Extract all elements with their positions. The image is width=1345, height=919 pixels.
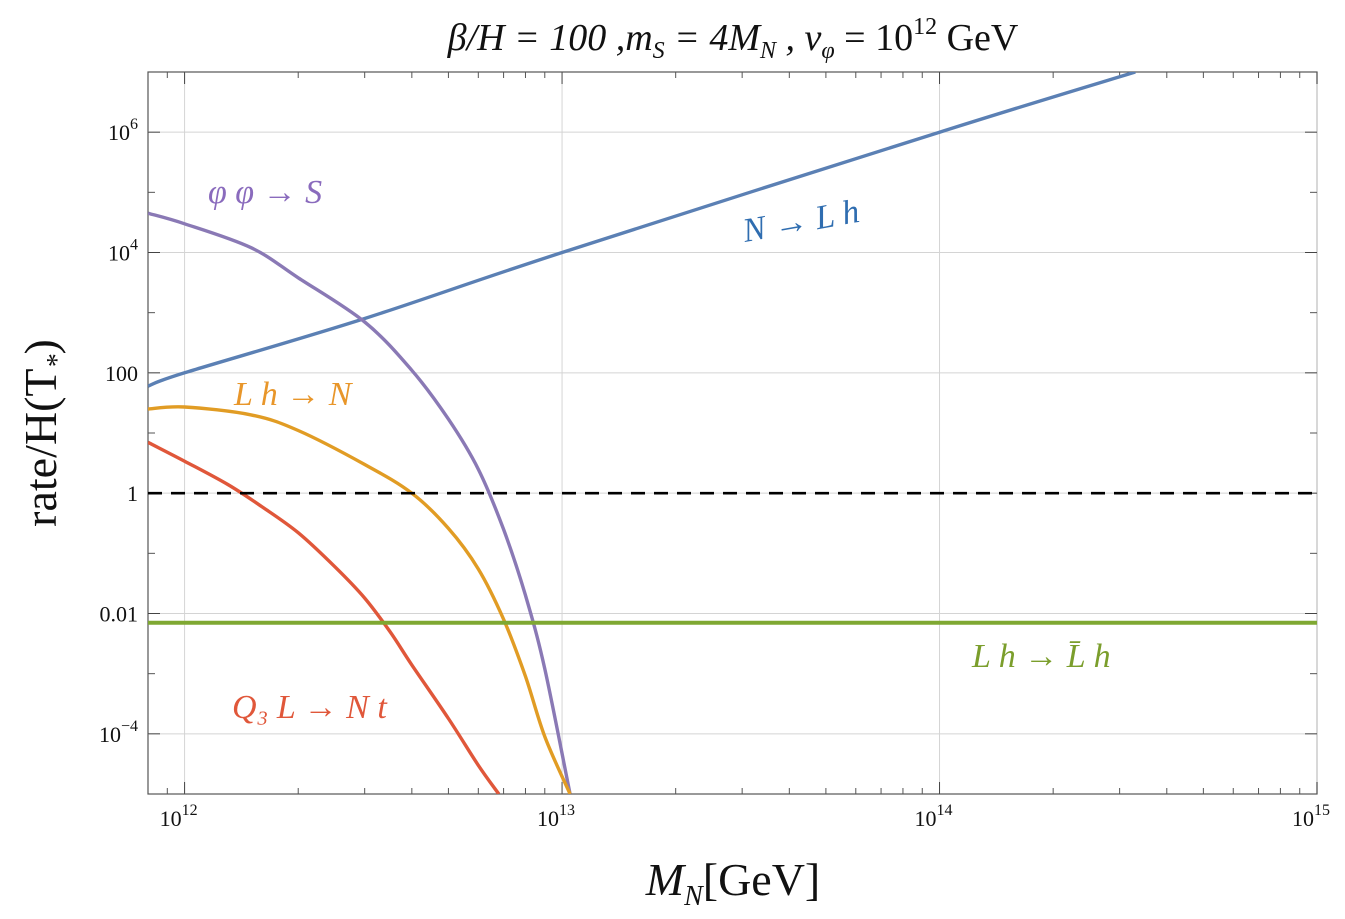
y-tick-label: 0.01 (100, 602, 139, 627)
title-ms-rhs: = 4M (665, 17, 763, 59)
chart-title: β/H = 100 ,mS = 4MN , vφ = 1012 GeV (447, 14, 1019, 64)
x-axis-label: MN[GeV] (645, 854, 821, 912)
y-axis-label-main: rate/H(T (15, 368, 66, 526)
x-tick-label: 1014 (915, 802, 953, 831)
x-tick-label: 1015 (1292, 802, 1330, 831)
x-axis-label-rest: [GeV] (703, 854, 821, 905)
x-axis-label-sub: N (683, 881, 704, 912)
title-ms-sub: S (653, 38, 665, 64)
y-tick-label: 100 (105, 361, 138, 386)
title-v: , v (776, 17, 822, 59)
label-lh-to-n: L h → N (233, 376, 354, 413)
x-tick-labels: 1012 1013 1014 1015 (160, 802, 1330, 831)
plot-frame (147, 71, 1318, 795)
title-unit: GeV (937, 17, 1019, 59)
title-v-sub: φ (821, 38, 834, 64)
series-line-2 (148, 405, 572, 794)
y-axis-label-sub: * (42, 354, 73, 368)
label-phiphi-to-s: φ φ → S (208, 174, 322, 211)
title-ms-rhs-sub: N (759, 38, 778, 64)
grid-layer (148, 72, 1318, 794)
y-tick-label: 10−4 (99, 718, 138, 747)
title-beta: β/H = 100 , (447, 17, 626, 59)
label-lh-to-lbarh: L h → L̄ h (971, 638, 1111, 675)
series-layer (148, 72, 1317, 794)
x-axis-label-main: M (645, 854, 687, 905)
y-tick-label: 106 (108, 116, 138, 145)
y-tick-label: 1 (127, 481, 138, 506)
series-line-0 (148, 72, 1136, 388)
x-tick-label: 1013 (537, 802, 575, 831)
x-tick-label: 1012 (160, 802, 198, 831)
y-tick-label: 104 (108, 237, 138, 266)
y-tick-labels: 10−4 0.01 1 100 104 106 (99, 116, 138, 747)
label-q3l-to-nt: Q₃ L → N t (232, 689, 388, 726)
title-ms: m (625, 17, 652, 59)
y-axis-label: rate/H(T*) (15, 339, 73, 527)
title-v-rhs: = 10 (835, 17, 913, 59)
label-n-to-lh: N → L h (739, 193, 862, 250)
title-v-exp: 12 (913, 14, 937, 40)
y-axis-label-rest: ) (15, 339, 66, 354)
tick-layer (147, 71, 1318, 795)
series-line-3 (148, 440, 501, 794)
